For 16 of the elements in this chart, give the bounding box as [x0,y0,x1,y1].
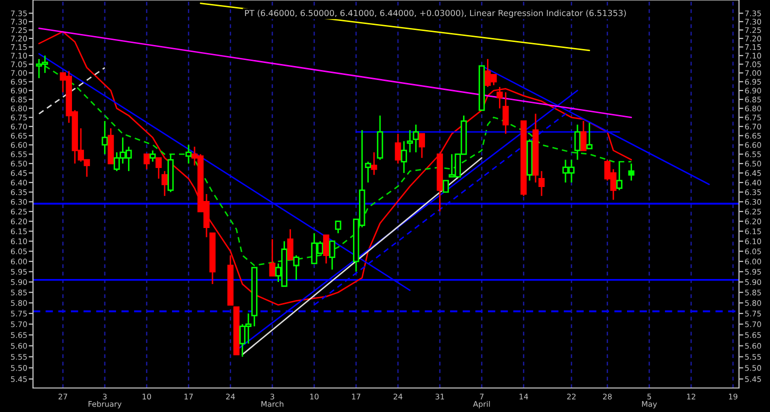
candlestick [496,86,503,110]
candlestick [144,153,150,170]
candlestick [616,160,622,191]
candlestick [185,144,192,164]
candlestick [628,162,634,182]
candlestick [156,157,162,180]
candlestick [150,150,156,162]
candlestick [102,120,108,155]
candlestick [574,124,581,160]
candlestick [162,170,168,197]
text: PT (6.46000, 6.50000, 6.41000, 6.44000, +0.03000), Linear Regression Indicator (6.51353) [245,10,626,18]
candlestick [502,92,509,134]
candlestick [442,180,449,193]
candlestick [586,122,593,150]
candlestick [538,170,545,197]
candlestick [580,120,587,152]
